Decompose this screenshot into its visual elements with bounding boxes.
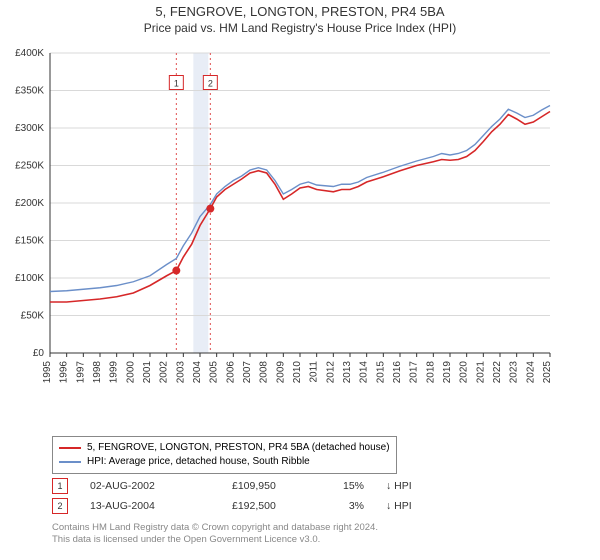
x-tick-label: 1999 <box>109 361 120 384</box>
x-tick-label: 2012 <box>325 361 336 384</box>
legend-swatch <box>59 447 81 449</box>
license-note: Contains HM Land Registry data © Crown c… <box>52 522 378 546</box>
x-tick-label: 2009 <box>275 361 286 384</box>
x-tick-label: 2024 <box>525 361 536 384</box>
y-tick-label: £300K <box>15 123 44 134</box>
x-tick-label: 2021 <box>475 361 486 384</box>
x-tick-label: 1996 <box>59 361 70 384</box>
license-line1: Contains HM Land Registry data © Crown c… <box>52 522 378 534</box>
x-tick-label: 2006 <box>225 361 236 384</box>
legend-item: HPI: Average price, detached house, Sout… <box>59 455 390 469</box>
x-tick-label: 2020 <box>459 361 470 384</box>
y-tick-label: £100K <box>15 273 44 284</box>
sale-row: 2 13-AUG-2004 £192,500 3% ↓ HPI <box>52 496 446 516</box>
sale-point <box>172 267 180 275</box>
x-tick-label: 1998 <box>92 361 103 384</box>
sale-price: £109,950 <box>232 480 302 492</box>
page-subtitle: Price paid vs. HM Land Registry's House … <box>0 19 600 35</box>
sale-pct: 3% <box>324 500 364 512</box>
x-tick-label: 2019 <box>442 361 453 384</box>
x-tick-label: 2002 <box>159 361 170 384</box>
x-tick-label: 2008 <box>259 361 270 384</box>
x-tick-label: 2025 <box>542 361 553 384</box>
legend-label: HPI: Average price, detached house, Sout… <box>87 455 310 469</box>
x-tick-label: 2003 <box>175 361 186 384</box>
sale-direction: ↓ HPI <box>386 480 446 492</box>
y-tick-label: £150K <box>15 236 44 247</box>
x-tick-label: 2017 <box>409 361 420 384</box>
x-tick-label: 1997 <box>75 361 86 384</box>
series-hpi <box>50 106 550 292</box>
sale-pct: 15% <box>324 480 364 492</box>
legend-swatch <box>59 461 81 463</box>
sale-date: 13-AUG-2004 <box>90 500 210 512</box>
y-tick-label: £400K <box>15 48 44 59</box>
page-title: 5, FENGROVE, LONGTON, PRESTON, PR4 5BA <box>0 0 600 19</box>
sale-label-num: 2 <box>208 79 213 89</box>
x-tick-label: 1995 <box>42 361 53 384</box>
x-tick-label: 2000 <box>125 361 136 384</box>
x-tick-label: 2018 <box>425 361 436 384</box>
sale-direction: ↓ HPI <box>386 500 446 512</box>
x-tick-label: 2004 <box>192 361 203 384</box>
y-tick-label: £200K <box>15 198 44 209</box>
x-tick-label: 2011 <box>309 361 320 383</box>
y-tick-label: £0 <box>33 348 45 359</box>
license-line2: This data is licensed under the Open Gov… <box>52 534 378 546</box>
y-tick-label: £50K <box>21 311 45 322</box>
x-tick-label: 2001 <box>142 361 153 384</box>
sale-point <box>206 205 214 213</box>
legend-item: 5, FENGROVE, LONGTON, PRESTON, PR4 5BA (… <box>59 441 390 455</box>
y-tick-label: £250K <box>15 161 44 172</box>
x-tick-label: 2015 <box>375 361 386 384</box>
sale-date: 02-AUG-2002 <box>90 480 210 492</box>
sale-marker: 1 <box>52 478 68 494</box>
sale-label-num: 1 <box>174 79 179 89</box>
x-tick-label: 2010 <box>292 361 303 384</box>
x-tick-label: 2016 <box>392 361 403 384</box>
x-tick-label: 2014 <box>359 361 370 384</box>
sales-table: 1 02-AUG-2002 £109,950 15% ↓ HPI 2 13-AUG-2004… <box>52 476 446 516</box>
legend-label: 5, FENGROVE, LONGTON, PRESTON, PR4 5BA (… <box>87 441 390 455</box>
y-tick-label: £350K <box>15 86 44 97</box>
series-property <box>50 112 550 303</box>
x-tick-label: 2005 <box>209 361 220 384</box>
x-tick-label: 2023 <box>509 361 520 384</box>
legend-box: 5, FENGROVE, LONGTON, PRESTON, PR4 5BA (… <box>52 436 397 474</box>
chart-area: £0 £50K £100K £150K £200K £250K £300K £350K £400… <box>0 43 600 468</box>
sale-price: £192,500 <box>232 500 302 512</box>
sale-marker: 2 <box>52 498 68 514</box>
price-chart: £0 £50K £100K £150K £200K £250K £300K £350K £400… <box>0 43 560 463</box>
x-tick-label: 2022 <box>492 361 503 384</box>
x-tick-label: 2007 <box>242 361 253 384</box>
sale-row: 1 02-AUG-2002 £109,950 15% ↓ HPI <box>52 476 446 496</box>
x-tick-label: 2013 <box>342 361 353 384</box>
